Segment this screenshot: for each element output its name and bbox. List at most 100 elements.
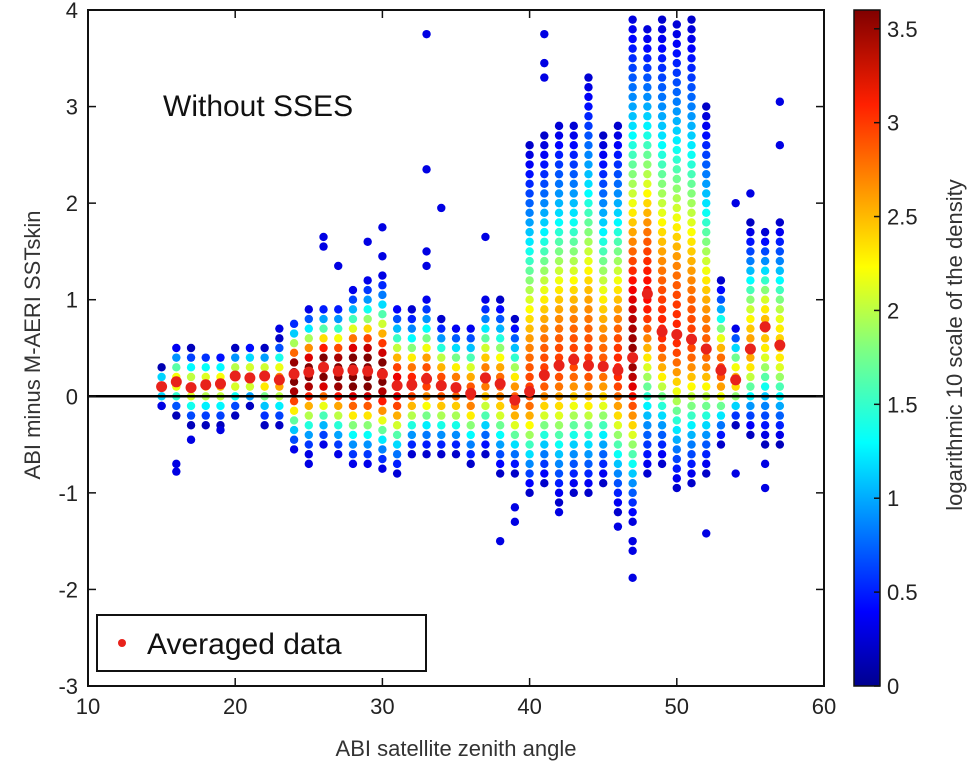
density-point: [657, 63, 667, 73]
density-point: [702, 285, 711, 295]
plot-frame: [87, 9, 825, 687]
density-point: [760, 247, 770, 256]
density-point: [731, 469, 740, 478]
density-point: [304, 440, 313, 449]
density-point: [657, 353, 667, 362]
density-point: [569, 334, 578, 343]
density-point: [540, 440, 549, 449]
density-point: [319, 430, 328, 440]
density-point: [334, 324, 343, 333]
density-point: [657, 121, 667, 131]
density-point: [775, 285, 785, 295]
colorbar-ticks: 3.5 3 2.5 2 1.5 1 0.5 0: [874, 17, 918, 699]
density-point: [672, 310, 681, 319]
density-point: [672, 464, 681, 473]
density-point: [731, 401, 740, 411]
density-point: [643, 63, 652, 73]
density-point: [613, 150, 623, 160]
density-point: [201, 411, 210, 420]
colorbar-tick-label: 2: [887, 298, 899, 323]
density-point: [422, 421, 431, 430]
density-point: [672, 49, 681, 58]
density-column: [407, 305, 417, 459]
density-point: [657, 382, 667, 391]
density-point: [657, 237, 667, 246]
density-point: [687, 421, 696, 430]
density-point: [760, 440, 770, 449]
averaged-point: [597, 360, 609, 372]
density-point: [348, 440, 358, 449]
density-point: [304, 324, 313, 333]
density-point: [392, 353, 402, 362]
density-point: [584, 247, 593, 256]
density-point: [628, 15, 637, 24]
density-point: [304, 353, 313, 362]
density-point: [731, 343, 740, 353]
density-point: [628, 536, 637, 546]
density-point: [334, 382, 343, 391]
density-point: [584, 218, 593, 227]
density-point: [746, 218, 755, 227]
density-point: [466, 421, 475, 430]
density-point: [643, 256, 652, 266]
density-point: [702, 401, 711, 411]
density-point: [702, 276, 711, 285]
density-point: [554, 334, 564, 343]
density-point: [378, 300, 387, 309]
density-point: [657, 450, 667, 459]
density-point: [672, 281, 681, 290]
density-point: [525, 276, 534, 285]
density-point: [525, 218, 534, 227]
density-point: [746, 372, 755, 382]
density-point: [540, 411, 549, 420]
density-point: [569, 440, 578, 449]
density-point: [687, 44, 696, 53]
density-point: [363, 276, 372, 285]
density-point: [569, 121, 578, 131]
density-point: [613, 411, 623, 420]
density-point: [584, 353, 593, 362]
density-point: [657, 430, 667, 440]
density-point: [702, 314, 711, 324]
density-point: [643, 401, 652, 411]
density-point: [569, 189, 578, 198]
averaged-point: [391, 380, 403, 392]
density-point: [525, 237, 534, 246]
density-point: [525, 372, 534, 382]
density-point: [657, 208, 667, 217]
density-point: [687, 305, 696, 314]
density-point: [687, 266, 696, 275]
density-point: [687, 295, 696, 304]
density-point: [525, 324, 534, 333]
density-point: [231, 343, 240, 353]
density-point: [672, 367, 681, 377]
density-point: [451, 324, 461, 333]
density-point: [525, 227, 534, 237]
density-point: [716, 314, 726, 324]
density-point: [363, 324, 372, 333]
density-point: [378, 348, 387, 358]
density-point: [775, 227, 785, 237]
density-point: [540, 285, 549, 295]
density-point: [643, 169, 652, 179]
density-point: [407, 314, 417, 324]
density-point: [731, 324, 740, 333]
density-point: [451, 334, 461, 343]
density-point: [599, 169, 608, 179]
density-point: [584, 372, 593, 382]
density-point: [481, 401, 490, 411]
density-point: [628, 285, 637, 295]
density-point: [672, 290, 681, 300]
density-point: [569, 247, 578, 256]
density-point: [481, 324, 490, 333]
averaged-point: [730, 374, 742, 386]
density-point: [304, 334, 313, 343]
density-point: [554, 227, 564, 237]
averaged-point: [376, 368, 388, 380]
density-point: [599, 256, 608, 266]
density-point: [584, 488, 593, 498]
density-point: [422, 295, 431, 304]
density-point: [540, 208, 549, 217]
density-point: [363, 459, 372, 469]
density-point: [245, 382, 255, 391]
